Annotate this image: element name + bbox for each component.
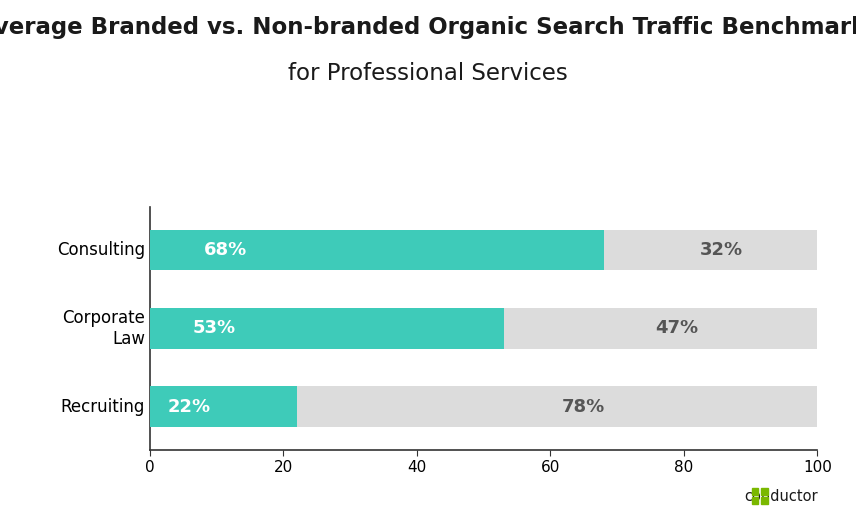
Text: 53%: 53% <box>193 320 235 337</box>
Bar <box>150 308 817 348</box>
Text: conductor: conductor <box>744 489 817 504</box>
Text: 47%: 47% <box>655 320 698 337</box>
Text: 32%: 32% <box>699 241 743 259</box>
Text: Average Branded vs. Non-branded Organic Search Traffic Benchmarks: Average Branded vs. Non-branded Organic … <box>0 16 856 38</box>
Bar <box>150 386 817 427</box>
Bar <box>150 230 817 270</box>
Bar <box>150 308 503 348</box>
Bar <box>150 230 603 270</box>
Text: for Professional Services: for Professional Services <box>288 62 568 85</box>
Text: 78%: 78% <box>562 398 604 416</box>
Text: 68%: 68% <box>205 241 247 259</box>
Bar <box>150 386 297 427</box>
Text: 22%: 22% <box>168 398 211 416</box>
